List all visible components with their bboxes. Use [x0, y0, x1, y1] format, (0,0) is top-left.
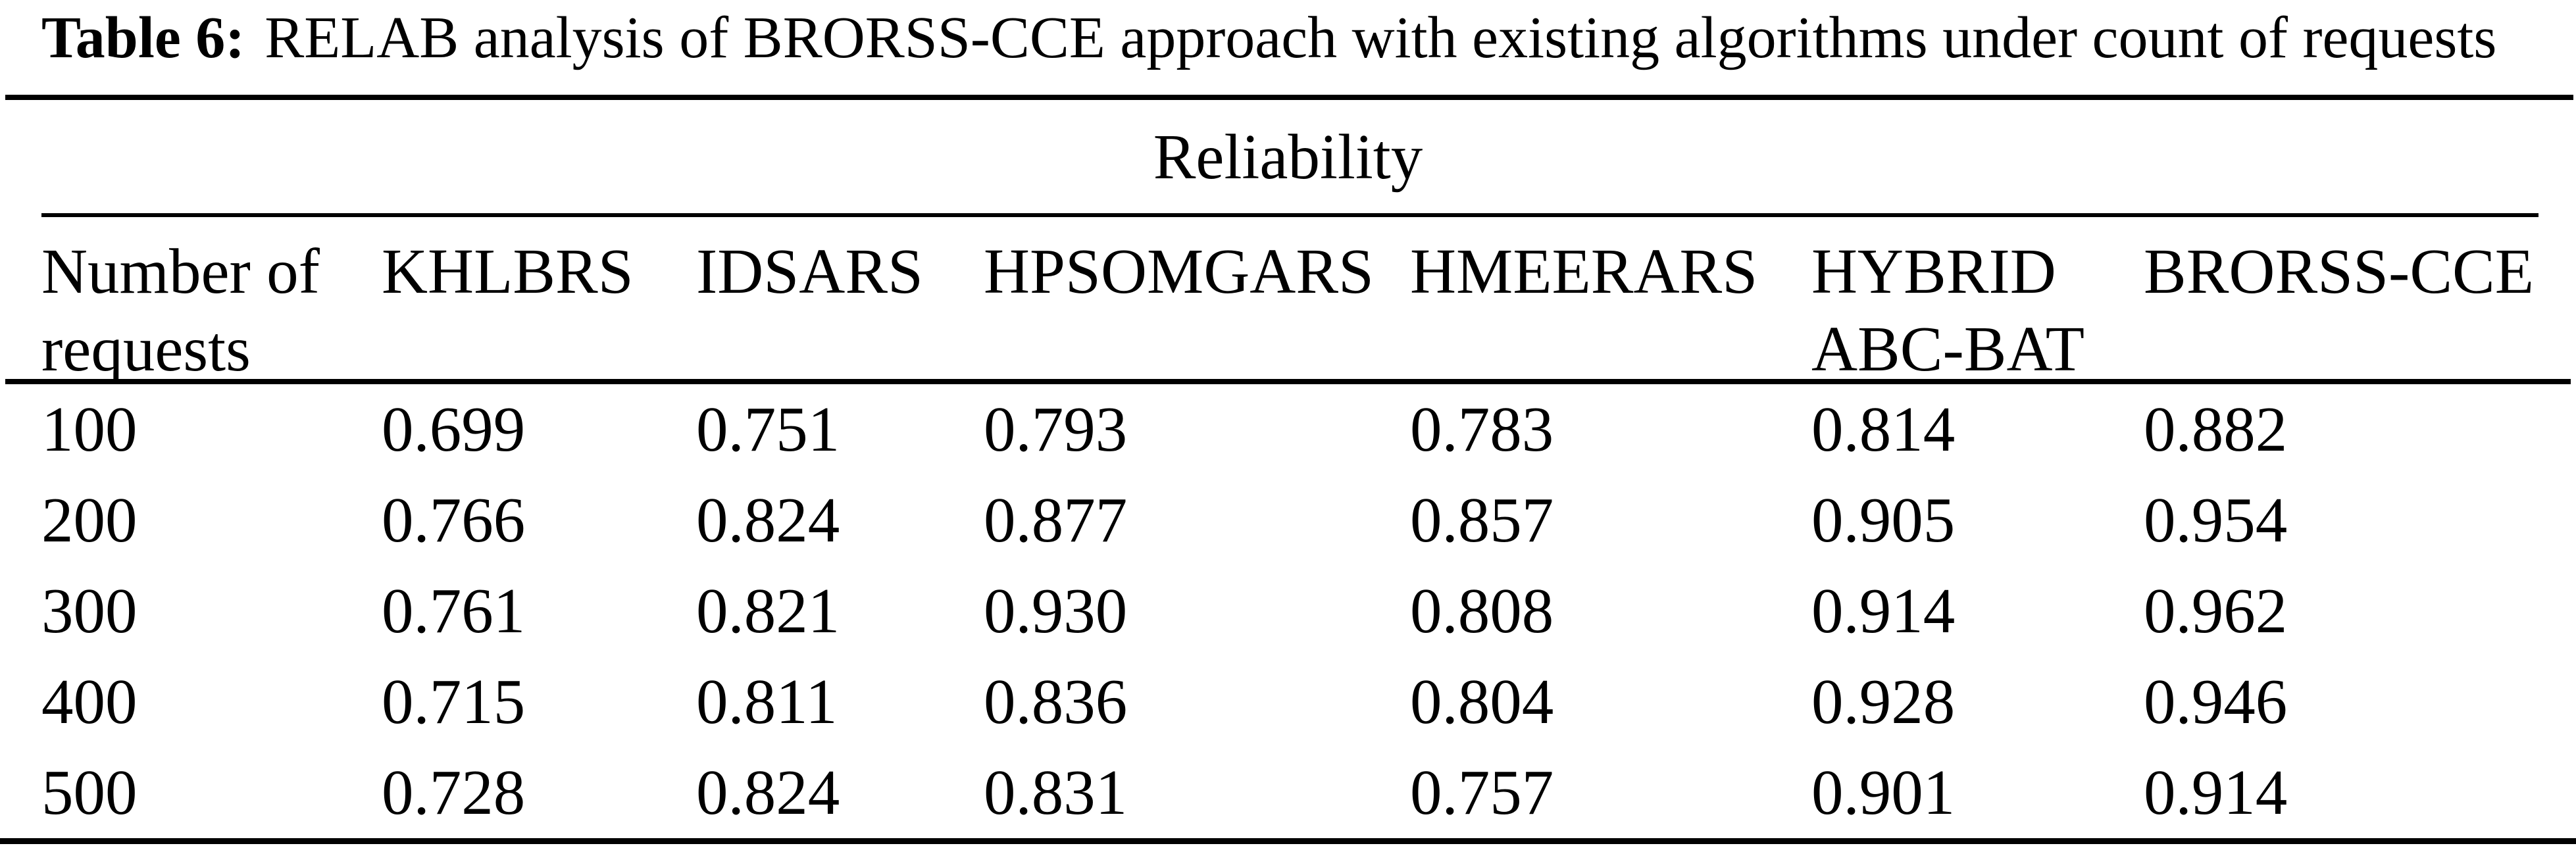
table-row: 200 0.766 0.824 0.877 0.857 0.905 0.954 [0, 475, 2576, 566]
table-cell: 0.804 [1410, 666, 1554, 737]
table-row: 100 0.699 0.751 0.793 0.783 0.814 0.882 [0, 384, 2576, 475]
table-caption: Table 6: RELAB analysis of BRORSS-CCE app… [0, 0, 2576, 95]
table-cell: 0.751 [696, 394, 840, 464]
table-cell: 0.946 [2144, 666, 2288, 737]
table-cell: 0.914 [1811, 576, 1956, 646]
top-rule [5, 95, 2573, 100]
table-cell: 0.824 [696, 485, 840, 555]
table-cell: 0.783 [1410, 394, 1554, 464]
table-cell: 0.821 [696, 576, 840, 646]
table-row: 400 0.715 0.811 0.836 0.804 0.928 0.946 [0, 657, 2576, 747]
table-cell: 0.901 [1811, 757, 1956, 828]
table-cell: 0.954 [2144, 485, 2288, 555]
table-cell: 0.699 [382, 394, 526, 464]
table-cell: 0.824 [696, 757, 840, 828]
table-cell: 400 [41, 666, 138, 737]
bottom-rule [0, 838, 2576, 844]
group-header-label: Reliability [1153, 121, 1423, 192]
table-cell: 0.766 [382, 485, 526, 555]
table-cell: 0.877 [984, 485, 1128, 555]
table-body: 100 0.699 0.751 0.793 0.783 0.814 0.882 … [0, 384, 2576, 838]
table-cell: 0.811 [696, 666, 838, 737]
group-header-row: Reliability [0, 100, 2576, 213]
header-cell-brorss-cce: BRORSS-CCE [2144, 236, 2534, 307]
table-cell: 0.857 [1410, 485, 1554, 555]
header-cell-idsars: IDSARS [696, 236, 923, 307]
header-rule [5, 379, 2571, 384]
table-cell: 0.905 [1811, 485, 1956, 555]
table-cell: 0.962 [2144, 576, 2288, 646]
table-cell: 100 [41, 394, 138, 464]
table-caption-label: Table 6: [41, 5, 245, 70]
table-cell: 0.728 [382, 757, 526, 828]
header-cell-hpsomgars: HPSOMGARS [984, 236, 1374, 307]
header-cell-number-of-requests: Number of requests [41, 236, 320, 384]
group-header-rule [41, 213, 2538, 217]
table-cell: 0.715 [382, 666, 526, 737]
header-cell-hybrid-abc-bat: HYBRID ABC-BAT [1811, 236, 2084, 384]
table-cell: 0.930 [984, 576, 1128, 646]
table-header-row: Number of requests KHLBRS IDSARS HPSOMGA… [0, 217, 2576, 384]
table-caption-text: RELAB analysis of BRORSS-CCE approach wi… [265, 5, 2497, 70]
table-cell: 0.882 [2144, 394, 2288, 464]
table-cell: 200 [41, 485, 138, 555]
table-cell: 0.831 [984, 757, 1128, 828]
table-cell: 0.914 [2144, 757, 2288, 828]
header-cell-hmeerars: HMEERARS [1410, 236, 1758, 307]
table-cell: 500 [41, 757, 138, 828]
table-cell: 0.836 [984, 666, 1128, 737]
table-cell: 0.793 [984, 394, 1128, 464]
header-cell-khlbrs: KHLBRS [382, 236, 634, 307]
table-row: 500 0.728 0.824 0.831 0.757 0.901 0.914 [0, 747, 2576, 838]
table-cell: 0.761 [382, 576, 526, 646]
table-cell: 0.928 [1811, 666, 1956, 737]
table-cell: 300 [41, 576, 138, 646]
table-cell: 0.814 [1811, 394, 1956, 464]
table-row: 300 0.761 0.821 0.930 0.808 0.914 0.962 [0, 566, 2576, 657]
table-cell: 0.808 [1410, 576, 1554, 646]
table-cell: 0.757 [1410, 757, 1554, 828]
